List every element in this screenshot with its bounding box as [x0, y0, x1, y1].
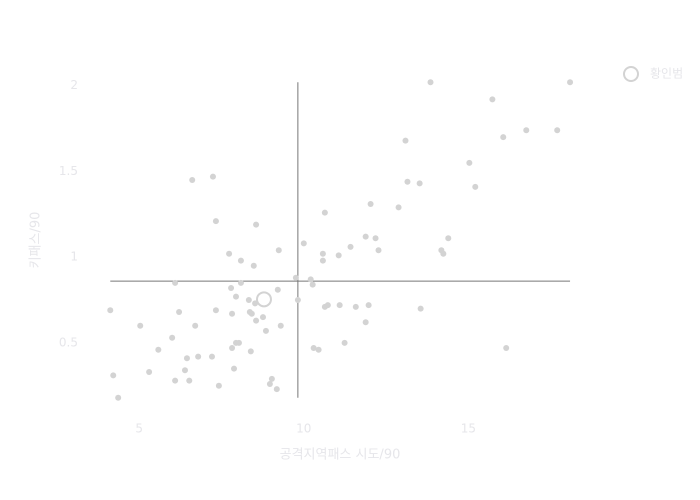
point: [523, 127, 530, 134]
x-axis-title: 공격지역패스 시도/90: [280, 448, 401, 463]
point: [110, 372, 117, 379]
point: [259, 314, 266, 321]
point: [277, 322, 284, 329]
point: [228, 285, 235, 291]
y-tick-label: 1.5: [59, 164, 78, 178]
point: [212, 218, 219, 225]
point: [417, 305, 424, 312]
point: [300, 240, 307, 247]
point: [115, 394, 122, 401]
point: [253, 317, 260, 324]
point: [445, 235, 452, 242]
point: [567, 79, 574, 86]
point: [262, 327, 269, 334]
point: [237, 257, 244, 264]
point: [367, 201, 374, 207]
point: [402, 137, 409, 144]
point: [237, 279, 244, 286]
point: [503, 345, 510, 351]
point: [212, 307, 219, 314]
point: [404, 178, 411, 185]
point: [315, 346, 322, 353]
point: [186, 377, 193, 384]
legend-label: 황인범: [650, 67, 683, 81]
y-tick-label: 2: [70, 78, 78, 92]
point: [341, 339, 348, 346]
point: [274, 286, 281, 293]
point: [554, 127, 561, 134]
point: [268, 375, 275, 382]
point: [440, 250, 447, 257]
point: [195, 353, 202, 360]
point: [155, 346, 162, 353]
point: [310, 345, 317, 351]
point: [169, 334, 176, 341]
point: [266, 381, 273, 387]
point: [273, 386, 280, 393]
point: [176, 309, 183, 315]
point: [235, 339, 242, 346]
point: [336, 302, 343, 309]
point: [245, 297, 252, 303]
y-axis-title: 키패스/90: [29, 212, 44, 269]
point: [319, 257, 326, 264]
point: [362, 319, 369, 326]
point: [250, 262, 257, 269]
x-tick-label: 15: [461, 422, 476, 436]
x-tick-label: 5: [135, 422, 143, 436]
point: [362, 233, 369, 240]
point: [255, 291, 272, 308]
point: [294, 297, 301, 303]
point: [395, 204, 402, 211]
point: [416, 180, 423, 187]
point: [466, 159, 473, 166]
point: [427, 79, 434, 86]
point: [215, 382, 222, 389]
point: [192, 322, 199, 329]
point: [229, 310, 236, 317]
point: [375, 247, 382, 254]
point: [183, 355, 190, 362]
point: [321, 209, 328, 216]
point: [137, 322, 144, 329]
point: [146, 369, 153, 375]
point: [324, 302, 331, 309]
point: [172, 377, 179, 384]
point: [107, 307, 114, 314]
point: [309, 281, 316, 288]
point: [209, 173, 216, 180]
y-tick-label: 1: [70, 250, 78, 264]
point: [319, 250, 326, 257]
y-tick-label: 0.5: [59, 335, 78, 349]
point: [372, 235, 379, 242]
point: [248, 310, 255, 317]
point: [226, 250, 233, 257]
point: [472, 183, 479, 190]
point: [275, 247, 282, 254]
point: [292, 274, 299, 281]
legend-marker: [623, 66, 639, 82]
point: [247, 348, 254, 355]
point: [489, 96, 496, 103]
x-tick-label: 10: [296, 422, 311, 436]
point: [231, 365, 238, 372]
point: [208, 353, 215, 360]
point: [500, 134, 507, 141]
point: [233, 293, 239, 300]
point: [189, 177, 196, 183]
point: [229, 345, 236, 351]
point: [347, 243, 354, 250]
point: [335, 252, 342, 259]
point: [172, 279, 179, 286]
point: [307, 276, 314, 283]
point: [365, 302, 372, 309]
point: [181, 367, 188, 374]
point: [352, 303, 359, 310]
point: [253, 221, 260, 228]
